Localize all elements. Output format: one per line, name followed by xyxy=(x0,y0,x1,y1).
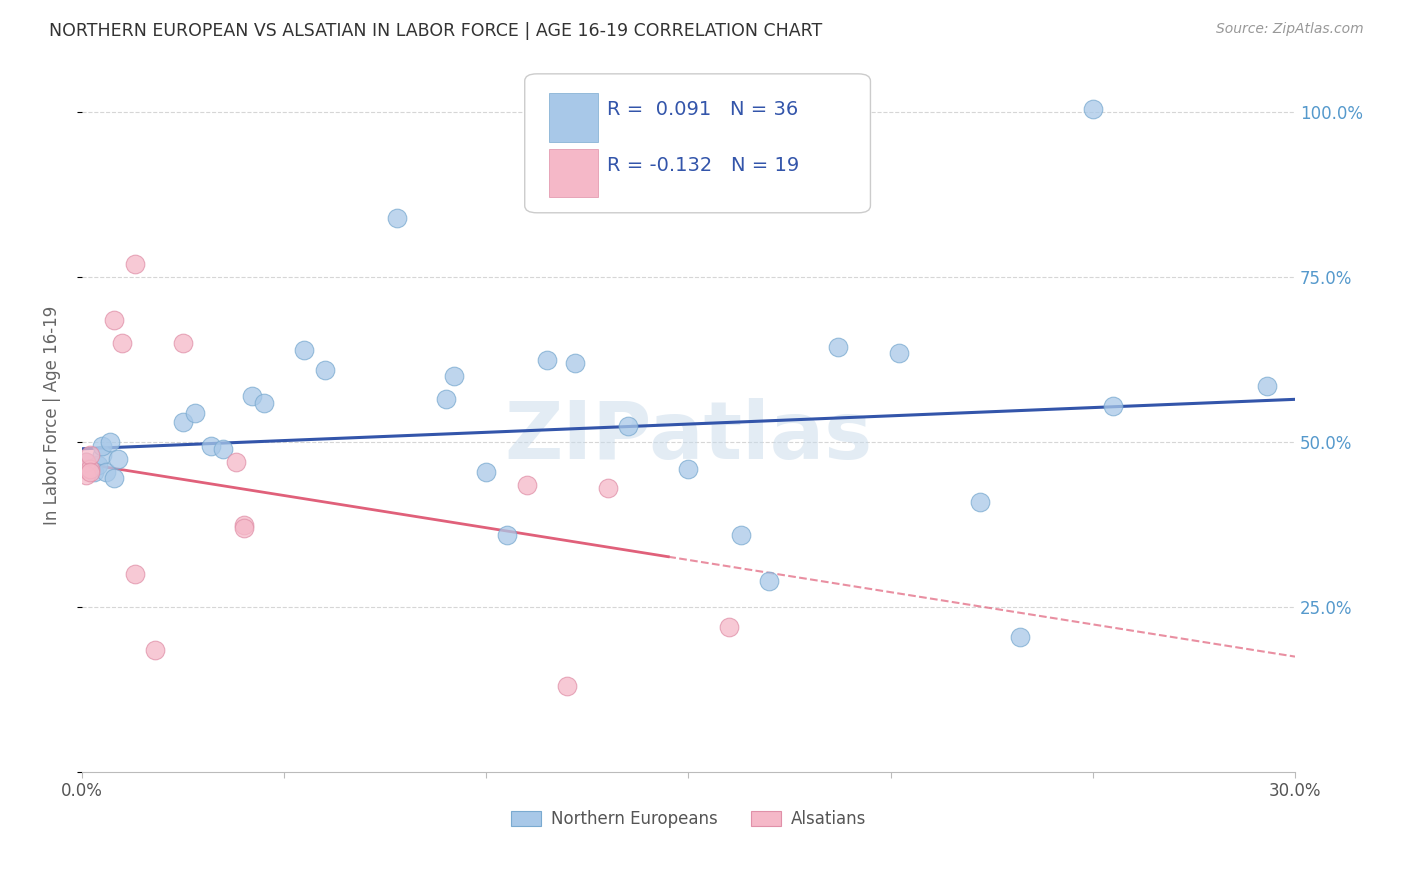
Point xyxy=(730,527,752,541)
Point xyxy=(172,336,194,351)
Point xyxy=(124,567,146,582)
Point xyxy=(516,478,538,492)
Point xyxy=(443,369,465,384)
Point xyxy=(314,362,336,376)
Point xyxy=(200,438,222,452)
Point xyxy=(596,482,619,496)
FancyBboxPatch shape xyxy=(524,74,870,213)
Text: R = -0.132   N = 19: R = -0.132 N = 19 xyxy=(607,156,800,175)
Point xyxy=(212,442,235,456)
Point xyxy=(292,343,315,357)
Point xyxy=(717,620,740,634)
Point xyxy=(111,336,134,351)
Point xyxy=(475,465,498,479)
Point xyxy=(1081,102,1104,116)
Point xyxy=(143,643,166,657)
Point xyxy=(83,465,105,479)
Point xyxy=(1010,630,1032,644)
Point xyxy=(617,418,640,433)
Point xyxy=(678,461,700,475)
Y-axis label: In Labor Force | Age 16-19: In Labor Force | Age 16-19 xyxy=(44,306,60,525)
Point xyxy=(434,392,457,407)
Point xyxy=(232,521,254,535)
Point xyxy=(75,468,97,483)
Point xyxy=(91,438,114,452)
Point xyxy=(564,356,586,370)
Point xyxy=(387,211,409,225)
Point xyxy=(79,461,101,475)
Point xyxy=(87,458,110,473)
Text: R =  0.091   N = 36: R = 0.091 N = 36 xyxy=(607,100,799,120)
Point xyxy=(1102,399,1125,413)
Point xyxy=(827,340,849,354)
Point xyxy=(103,471,125,485)
Text: Source: ZipAtlas.com: Source: ZipAtlas.com xyxy=(1216,22,1364,37)
Point xyxy=(124,257,146,271)
Text: ZIPatlas: ZIPatlas xyxy=(505,398,873,476)
Point xyxy=(184,405,207,419)
Point xyxy=(75,461,97,475)
Point xyxy=(232,517,254,532)
Point xyxy=(103,313,125,327)
Point xyxy=(98,435,121,450)
Point xyxy=(240,389,263,403)
Point xyxy=(1256,379,1278,393)
Legend: Northern Europeans, Alsatians: Northern Europeans, Alsatians xyxy=(505,804,873,835)
Point xyxy=(887,346,910,360)
Point xyxy=(536,352,558,367)
Point xyxy=(79,449,101,463)
Point xyxy=(91,449,114,463)
Point xyxy=(969,494,991,508)
Point xyxy=(79,465,101,479)
Point xyxy=(75,455,97,469)
Point xyxy=(107,451,129,466)
Point xyxy=(495,527,517,541)
Point xyxy=(79,461,101,475)
Bar xyxy=(548,149,598,197)
Point xyxy=(253,395,276,409)
Bar xyxy=(548,93,598,142)
Point xyxy=(555,679,578,693)
Text: NORTHERN EUROPEAN VS ALSATIAN IN LABOR FORCE | AGE 16-19 CORRELATION CHART: NORTHERN EUROPEAN VS ALSATIAN IN LABOR F… xyxy=(49,22,823,40)
Point xyxy=(172,416,194,430)
Point xyxy=(96,465,118,479)
Point xyxy=(225,455,247,469)
Point xyxy=(758,574,780,588)
Point xyxy=(75,455,97,469)
